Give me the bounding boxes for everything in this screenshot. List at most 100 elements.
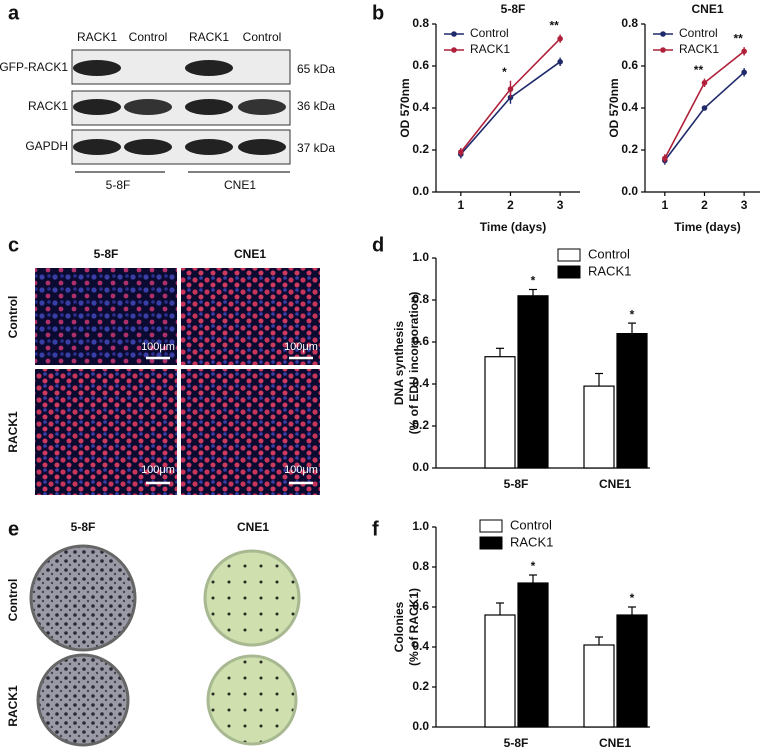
- scale-bar-label: 100μm: [284, 341, 318, 353]
- x-tick-label: CNE1: [599, 736, 631, 747]
- legend-label: RACK1: [510, 534, 553, 549]
- size-label: 36 kDa: [297, 99, 335, 113]
- x-tick-label: 5-8F: [504, 477, 529, 491]
- y-tick-label: 0.6: [412, 58, 429, 72]
- legend-swatch: [557, 248, 581, 262]
- row-label: RACK1: [6, 411, 20, 453]
- point: [741, 48, 747, 55]
- row-label: Control: [6, 579, 20, 622]
- significance: **: [694, 63, 704, 77]
- point: [507, 86, 514, 92]
- bar: [616, 614, 648, 728]
- chart-title: CNE1: [691, 2, 723, 16]
- lane-label: RACK1: [77, 30, 117, 44]
- colony-dish: [203, 549, 301, 647]
- bar: [517, 295, 549, 469]
- row-label: GFP-RACK1: [0, 60, 68, 74]
- x-axis-label: Time (days): [480, 220, 546, 234]
- legend-label: RACK1: [470, 42, 510, 56]
- y-tick-label: 0.4: [412, 100, 429, 114]
- panel-letter: c: [8, 234, 19, 256]
- bar: [583, 385, 615, 469]
- y-tick-label: 0.8: [621, 16, 638, 30]
- y-axis-label: DNA synthesis: [392, 321, 406, 406]
- size-label: 65 kDa: [297, 62, 335, 76]
- point: [557, 59, 563, 65]
- lane-label: Control: [129, 30, 168, 44]
- legend-marker: [451, 47, 457, 53]
- y-tick-label: 0.4: [412, 639, 429, 653]
- y-tick-label: 0.6: [621, 58, 638, 72]
- y-tick-label: 0.0: [412, 719, 429, 733]
- y-tick-label: 0.2: [412, 418, 429, 432]
- significance: *: [502, 65, 507, 79]
- significance: *: [630, 591, 635, 605]
- micrograph: [181, 369, 320, 495]
- bar: [517, 582, 549, 728]
- column-label: 5-8F: [94, 247, 119, 261]
- legend-label: Control: [510, 517, 552, 532]
- legend-marker: [451, 31, 457, 37]
- scale-bars: [146, 356, 313, 485]
- bar: [583, 644, 615, 728]
- panel-letter: e: [8, 518, 19, 540]
- column-label: CNE1: [234, 247, 266, 261]
- legend-swatch: [557, 265, 581, 279]
- bar: [484, 356, 516, 469]
- colony-dish: [29, 544, 137, 652]
- y-tick-label: 0.0: [621, 184, 638, 198]
- row-label: RACK1: [6, 685, 20, 727]
- panel-letter: b: [372, 2, 384, 24]
- y-tick-label: 0.8: [412, 292, 429, 306]
- point: [701, 105, 708, 111]
- scale-bar-label: 100μm: [284, 464, 318, 476]
- micrograph: [181, 268, 320, 365]
- point: [557, 35, 563, 42]
- y-tick-label: 0.6: [412, 334, 429, 348]
- legend-label: RACK1: [679, 42, 719, 56]
- bar: [484, 614, 516, 728]
- series-line: [460, 61, 561, 155]
- x-axis-label: Time (days): [674, 220, 740, 234]
- y-tick-label: 1.0: [412, 250, 429, 264]
- x-tick-label: 2: [507, 198, 514, 212]
- panel-letter: d: [372, 234, 384, 256]
- x-tick-label: 1: [661, 198, 668, 212]
- legend-label: RACK1: [588, 263, 631, 278]
- x-tick-label: 1: [457, 198, 464, 212]
- y-tick-label: 0.8: [412, 559, 429, 573]
- chart-title: 5-8F: [501, 2, 526, 16]
- panel-letter: a: [8, 2, 20, 24]
- y-axis-label: OD 570nm: [398, 78, 412, 137]
- point: [741, 69, 747, 76]
- scale-bar-label: 100μm: [141, 341, 175, 353]
- y-tick-label: 0.0: [412, 460, 429, 474]
- y-axis-label: OD 570nm: [607, 78, 621, 137]
- y-tick-label: 0.8: [412, 16, 429, 30]
- point: [662, 155, 668, 162]
- series-line: [664, 50, 745, 159]
- y-tick-label: 0.4: [412, 376, 429, 390]
- legend-swatch: [479, 519, 503, 533]
- western-blot: [71, 49, 291, 165]
- y-tick-label: 0.2: [412, 679, 429, 693]
- x-tick-label: 2: [701, 198, 708, 212]
- lane-label: RACK1: [189, 30, 229, 44]
- x-tick-label: CNE1: [599, 477, 631, 491]
- micrograph: [35, 369, 177, 495]
- y-axis-label: (% of RACK1): [407, 588, 421, 666]
- legend-swatch: [479, 536, 503, 550]
- panel-letter: f: [372, 518, 379, 540]
- point: [458, 149, 464, 155]
- x-tick-label: 3: [741, 198, 748, 212]
- significance: *: [531, 274, 536, 288]
- column-label: CNE1: [237, 520, 269, 534]
- legend-label: Control: [588, 246, 630, 261]
- colony-dish: [36, 653, 130, 747]
- bar: [616, 333, 648, 469]
- significance: *: [531, 559, 536, 573]
- y-tick-label: 0.2: [412, 142, 429, 156]
- column-label: 5-8F: [71, 520, 96, 534]
